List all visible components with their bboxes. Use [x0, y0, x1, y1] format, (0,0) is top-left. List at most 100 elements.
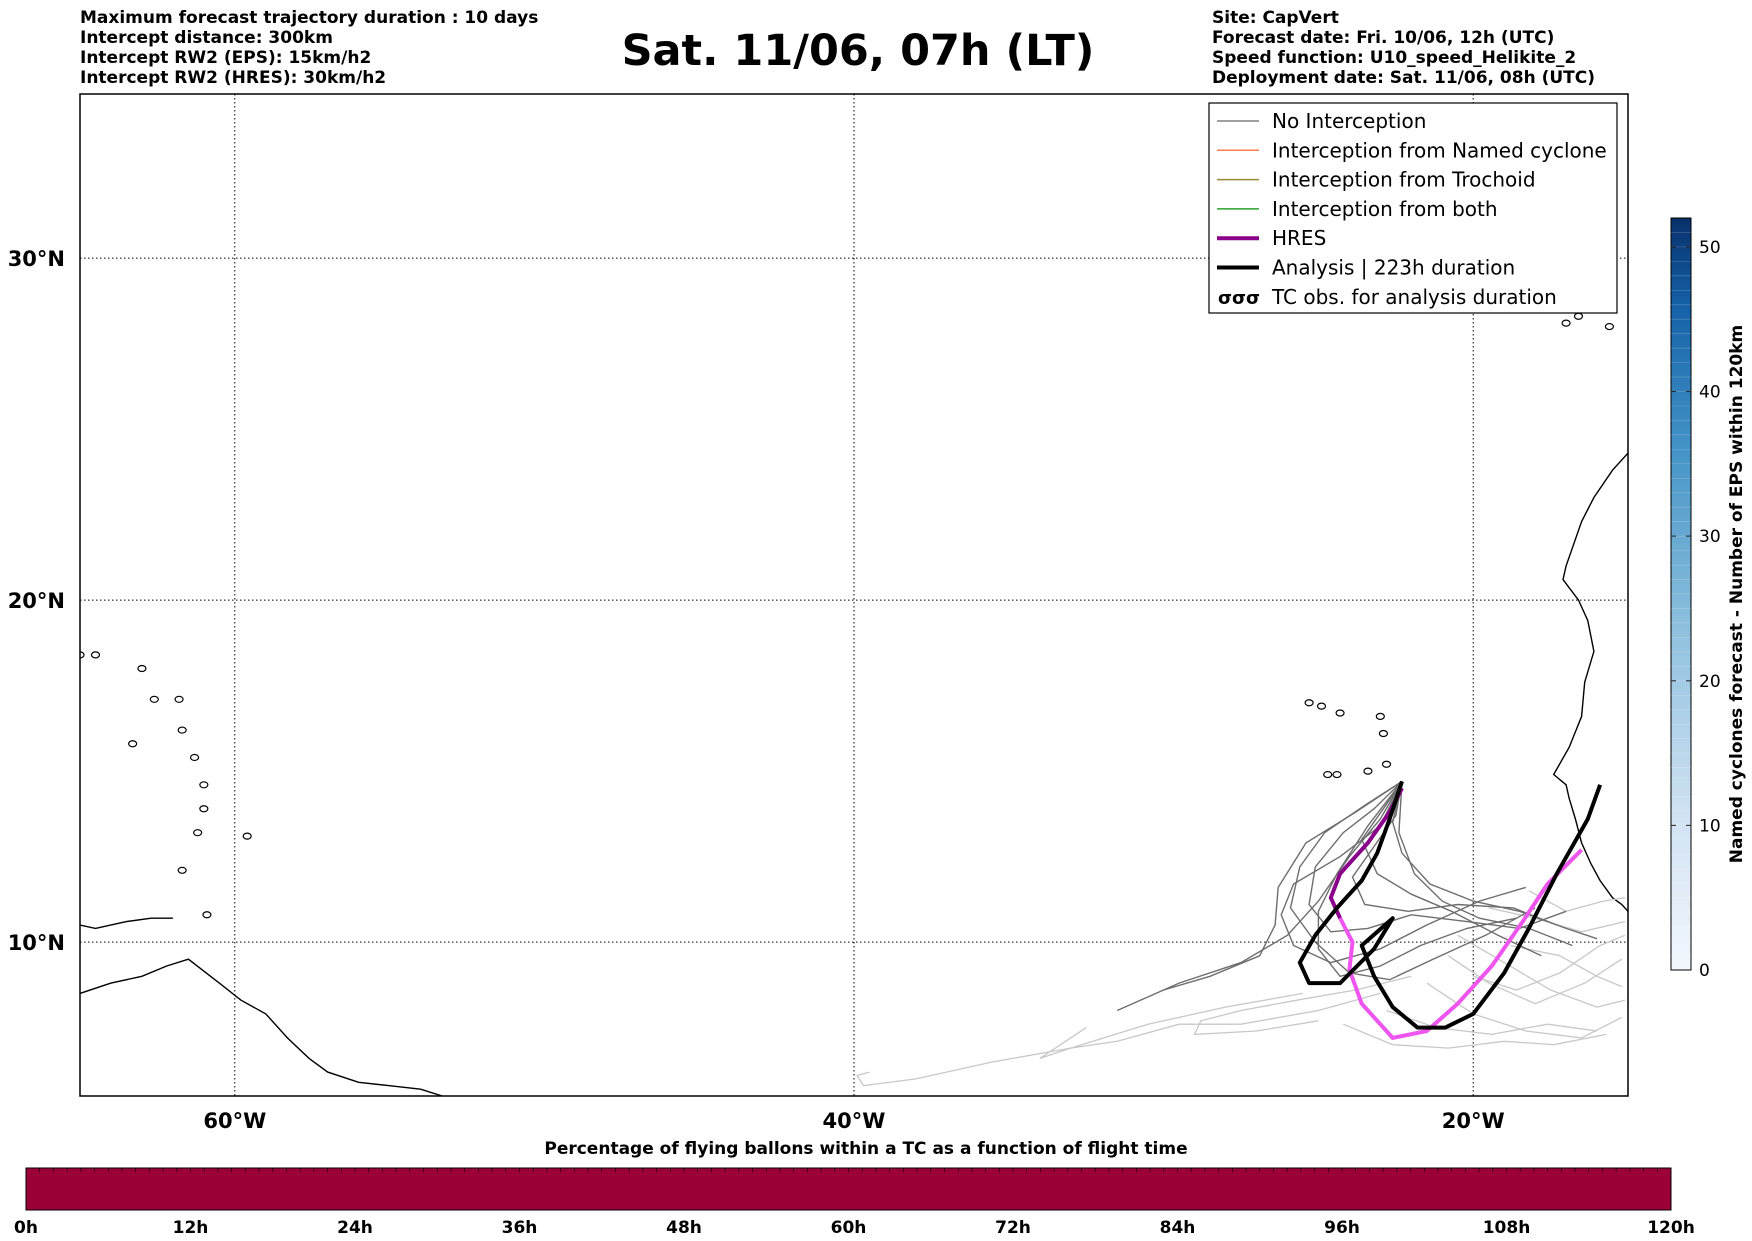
island	[202, 911, 212, 919]
island	[177, 866, 187, 874]
coastline	[80, 917, 173, 930]
island	[1604, 322, 1615, 331]
balloon-percentage-colorbar: Percentage of flying ballons within a TC…	[14, 1139, 1695, 1238]
island	[90, 651, 101, 659]
forecast-parameters: Maximum forecast trajectory duration : 1…	[80, 8, 538, 88]
island	[174, 695, 184, 703]
hres-trajectory-late	[1338, 848, 1584, 1041]
island	[1332, 770, 1342, 779]
island	[1561, 319, 1571, 327]
ensemble-trajectory-light	[1342, 1023, 1607, 1049]
legend-entry-label: Analysis | 223h duration	[1272, 256, 1515, 280]
island	[1363, 767, 1373, 775]
ensemble-trajectory	[1317, 780, 1517, 978]
balloon-colorbar-tick-label: 12h	[173, 1218, 209, 1238]
island	[1316, 702, 1327, 710]
site-line: Speed function: U10_speed_Helikite_2	[1212, 48, 1577, 68]
balloon-colorbar-tick-label: 120h	[1647, 1218, 1695, 1238]
island	[189, 753, 200, 762]
ensemble-trajectory-light	[1193, 975, 1412, 1036]
param-line: Intercept RW2 (HRES): 30km/h2	[80, 68, 387, 88]
named-cyclones-colorbar: 0 10 20 30 40 50 Named cyclones forecast - Nu…	[1670, 217, 1747, 981]
ensemble-trajectories-late	[856, 890, 1626, 1087]
island	[149, 695, 159, 703]
balloon-colorbar-tick-label: 36h	[502, 1218, 538, 1238]
legend-entry-label: No Interception	[1272, 109, 1426, 133]
island	[137, 664, 147, 673]
ensemble-trajectory-light	[1039, 992, 1381, 1060]
latitude-tick-label: 10°N	[8, 931, 65, 955]
map-legend: No Interception Interception from Named c…	[1208, 102, 1618, 314]
legend-entry-label: Interception from Trochoid	[1272, 168, 1536, 192]
island	[199, 781, 209, 789]
island	[1375, 712, 1385, 721]
ensemble-trajectory-light	[1473, 934, 1626, 991]
island	[242, 832, 252, 840]
param-line: Intercept distance: 300km	[80, 28, 333, 48]
colorbar-tick-label: 20	[1699, 672, 1721, 692]
ensemble-trajectory-light	[1528, 890, 1626, 912]
balloon-colorbar-tick-label: 48h	[666, 1218, 702, 1238]
site-line: Site: CapVert	[1212, 8, 1339, 28]
colorbar-ticks: 0 10 20 30 40 50	[1671, 232, 1721, 981]
island	[199, 805, 209, 813]
site-line: Forecast date: Fri. 10/06, 12h (UTC)	[1212, 28, 1555, 48]
longitude-labels: 60°W 40°W 20°W	[203, 1109, 1504, 1133]
map-title: Sat. 11/06, 07h (LT)	[621, 26, 1095, 76]
ensemble-trajectory	[1360, 781, 1542, 957]
ensemble-trajectory	[1308, 780, 1567, 933]
analysis-trajectory-line	[1297, 780, 1602, 1030]
island	[1381, 760, 1392, 768]
map-frame	[79, 93, 1629, 1097]
legend-box	[1208, 102, 1618, 314]
island	[1378, 729, 1389, 738]
balloon-colorbar-tick-label: 0h	[14, 1218, 38, 1238]
graticule	[80, 94, 1628, 1096]
balloon-colorbar-bar	[25, 1167, 1672, 1211]
colorbar-tick-label: 50	[1699, 238, 1721, 258]
legend-entry-label: TC obs. for analysis duration	[1271, 285, 1557, 309]
balloon-colorbar-tick-label: 24h	[337, 1218, 373, 1238]
island	[80, 651, 85, 659]
balloon-colorbar-tick-label: 60h	[831, 1218, 867, 1238]
tc-symbol-icon: σ	[1246, 288, 1260, 309]
island	[1335, 709, 1345, 717]
ensemble-trajectory-light	[1457, 934, 1626, 1008]
balloon-colorbar-tick-label: 96h	[1324, 1218, 1360, 1238]
tc-symbol-icon: σ	[1232, 288, 1246, 309]
legend-entry-label: Interception from Named cyclone	[1272, 138, 1607, 162]
colorbar-tick-label: 40	[1699, 383, 1721, 403]
legend-entry-label: Interception from both	[1272, 197, 1498, 221]
colorbar-gradient	[1670, 217, 1692, 971]
island	[128, 740, 138, 748]
island	[193, 829, 203, 837]
balloon-colorbar-tick-label: 72h	[995, 1218, 1031, 1238]
ensemble-trajectory	[1280, 781, 1526, 964]
colorbar-label: Named cyclones forecast - Number of EPS …	[1727, 325, 1747, 864]
ensemble-trajectory	[1289, 780, 1536, 981]
tc-symbol-icon: σ	[1218, 288, 1232, 309]
longitude-tick-label: 60°W	[203, 1109, 266, 1133]
longitude-tick-label: 20°W	[1442, 1109, 1505, 1133]
coastlines	[80, 302, 1628, 1096]
balloon-colorbar-label: Percentage of flying ballons within a TC…	[544, 1139, 1187, 1159]
latitude-tick-label: 30°N	[8, 247, 65, 271]
param-line: Intercept RW2 (EPS): 15km/h2	[80, 48, 372, 68]
colorbar-tick-label: 30	[1699, 527, 1721, 547]
balloon-colorbar-tick-label: 84h	[1160, 1218, 1196, 1238]
ensemble-trajectory	[1116, 781, 1403, 1012]
ensemble-trajectory-light	[856, 992, 1304, 1087]
site-info: Site: CapVert Forecast date: Fri. 10/06,…	[1212, 8, 1595, 88]
ensemble-trajectory	[1391, 781, 1598, 940]
ensemble-trajectory-light	[1448, 955, 1623, 1005]
longitude-tick-label: 40°W	[823, 1109, 886, 1133]
analysis-trajectory	[1297, 780, 1602, 1030]
param-line: Maximum forecast trajectory duration : 1…	[80, 8, 539, 28]
coastline	[1552, 452, 1628, 912]
ensemble-trajectory-light	[1386, 1009, 1598, 1036]
site-line: Deployment date: Sat. 11/06, 08h (UTC)	[1212, 68, 1596, 88]
colorbar-tick-label: 0	[1699, 961, 1710, 981]
ensemble-trajectory-light	[1510, 944, 1623, 988]
colorbar-tick-label: 10	[1699, 816, 1721, 836]
